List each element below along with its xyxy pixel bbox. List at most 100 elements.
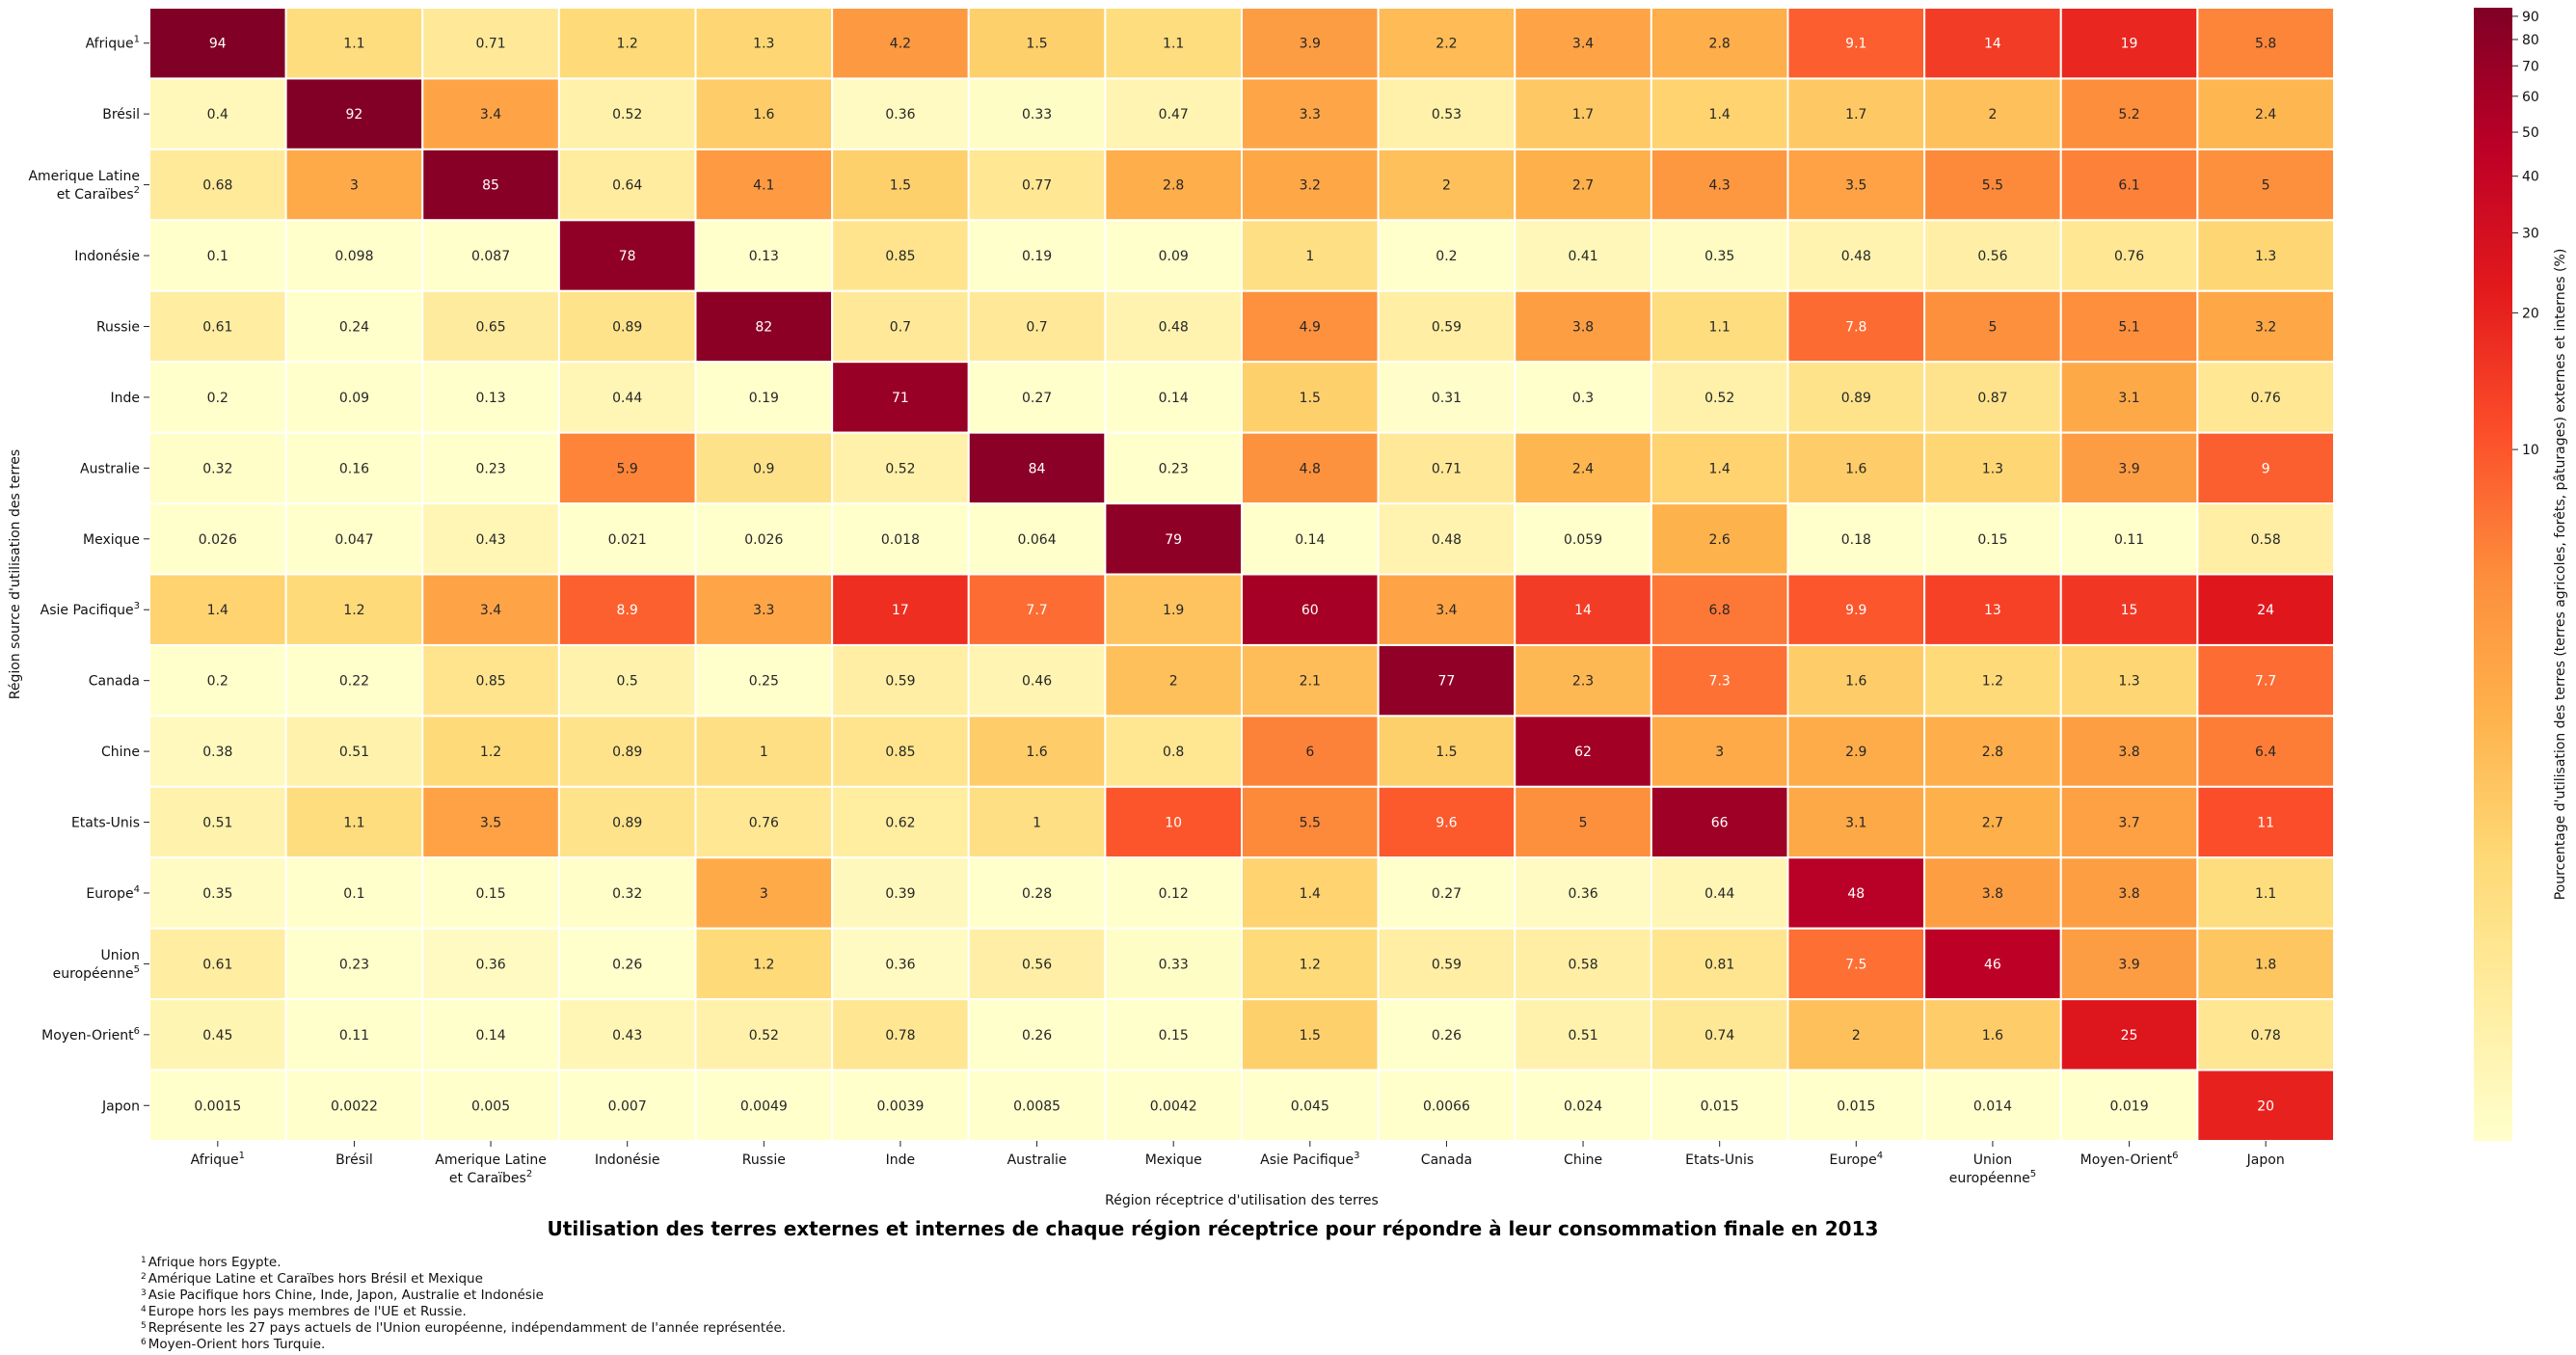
heatmap-cell [694, 148, 834, 222]
heatmap-cell [1241, 502, 1380, 576]
cell-value-label: 1 [760, 745, 768, 760]
cell-value-label: 4.9 [1300, 319, 1321, 335]
cell-value-label: 0.32 [202, 461, 232, 476]
cell-value-label: 3.9 [2118, 957, 2139, 972]
cell-value-label: 0.28 [1022, 886, 1052, 902]
heatmap-cell [421, 573, 560, 646]
heatmap-cell [1650, 998, 1789, 1071]
heatmap-cell [284, 927, 424, 1001]
cell-value-label: 3.2 [2255, 319, 2276, 335]
cell-value-label: 2.4 [2255, 107, 2276, 122]
heatmap-cell [421, 643, 560, 718]
cell-value-label: 24 [2257, 603, 2274, 618]
cell-value-label: 2 [1852, 1028, 1861, 1043]
heatmap-cell [1514, 1069, 1652, 1142]
colorbar-tick-label: 90 [2522, 10, 2539, 25]
cell-value-label: 1.4 [1300, 886, 1321, 902]
cell-value-label: 0.23 [475, 461, 505, 476]
cell-value-label: 3.8 [2118, 886, 2139, 902]
colorbar-tick-label: 20 [2522, 306, 2539, 321]
cell-value-label: 20 [2257, 1098, 2274, 1114]
colorbar-tick-label: 10 [2522, 443, 2539, 458]
cell-value-label: 92 [346, 107, 363, 122]
cell-value-label: 10 [1165, 816, 1182, 831]
cell-value-label: 1.6 [753, 107, 774, 122]
cell-value-label: 0.27 [1022, 391, 1052, 406]
cell-value-label: 5.2 [2118, 107, 2139, 122]
cell-value-label: 48 [1847, 886, 1865, 902]
cell-value-label: 0.43 [612, 1028, 642, 1043]
cell-value-label: 0.22 [339, 674, 369, 690]
heatmap-cell [831, 219, 970, 292]
cell-value-label: 3.5 [1845, 178, 1866, 194]
heatmap-cell [1377, 998, 1516, 1071]
column-tick-label: Moyen-Orient6 [2080, 1151, 2179, 1168]
cell-value-label: 0.1 [343, 886, 364, 902]
heatmap-cell [1514, 431, 1652, 505]
row-tick-label: Europe4 [86, 884, 140, 902]
colorbar-tick-label: 30 [2522, 226, 2539, 241]
cell-value-label: 0.51 [339, 745, 369, 760]
cell-value-label: 9 [2262, 461, 2270, 476]
cell-value-label: 0.36 [885, 107, 915, 122]
cell-value-label: 0.74 [1704, 1028, 1734, 1043]
heatmap-cell [1377, 927, 1516, 1001]
footnote-4: 4 Europe hors les pays membres de l'UE et… [141, 1304, 467, 1319]
cell-value-label: 0.53 [1432, 107, 1462, 122]
heatmap-cell [1104, 431, 1243, 505]
cell-value-label: 3.3 [1300, 107, 1321, 122]
heatmap-cell [1104, 927, 1243, 1001]
cell-value-label: 0.51 [202, 816, 232, 831]
cell-value-label: 1.1 [343, 37, 364, 52]
cell-value-label: 7.5 [1845, 957, 1866, 972]
cell-value-label: 0.2 [207, 391, 228, 406]
cell-value-label: 4.8 [1300, 461, 1321, 476]
cell-value-label: 79 [1165, 532, 1182, 548]
cell-value-label: 9.1 [1845, 37, 1866, 52]
heatmap-cell [557, 289, 697, 364]
cell-value-label: 0.12 [1159, 886, 1189, 902]
heatmap-cell [1650, 502, 1789, 576]
heatmap-cell [1786, 289, 1926, 364]
heatmap-cell [421, 927, 560, 1001]
cell-value-label: 5.5 [1300, 816, 1321, 831]
cell-value-label: 0.2 [1436, 249, 1457, 264]
heatmap-cell [2196, 643, 2335, 718]
cell-value-label: 0.0039 [876, 1098, 924, 1114]
heatmap-cell [2196, 1069, 2335, 1142]
cell-value-label: 0.064 [1018, 532, 1057, 548]
cell-value-label: 0.62 [885, 816, 915, 831]
heatmap-cell [1241, 361, 1380, 434]
heatmap-cell [421, 785, 560, 859]
heatmap-cell [284, 785, 424, 859]
column-tick-label: Inde [886, 1152, 916, 1168]
cell-value-label: 11 [2257, 816, 2274, 831]
cell-value-label: 0.48 [1159, 319, 1189, 335]
cell-value-label: 0.71 [475, 37, 505, 52]
heatmap-cell [831, 289, 970, 364]
cell-value-label: 0.71 [1432, 461, 1462, 476]
cell-value-label: 0.33 [1022, 107, 1052, 122]
cell-value-label: 6.1 [2118, 178, 2139, 194]
heatmap-cell [1104, 289, 1243, 364]
heatmap-cell [1104, 998, 1243, 1071]
cell-value-label: 0.44 [612, 391, 642, 406]
cell-value-label: 0.76 [749, 816, 779, 831]
heatmap-cell [557, 856, 697, 930]
cell-value-label: 0.13 [475, 391, 505, 406]
heatmap-cell [1923, 927, 2062, 1001]
cell-value-label: 1.3 [2255, 249, 2276, 264]
cell-value-label: 2.7 [1572, 178, 1594, 194]
cell-value-label: 2.4 [1572, 461, 1594, 476]
cell-value-label: 78 [619, 249, 636, 264]
heatmap-cell [1650, 77, 1789, 150]
cell-value-label: 0.005 [471, 1098, 510, 1114]
cell-value-label: 3.9 [1300, 37, 1321, 52]
heatmap-cell [694, 998, 834, 1071]
heatmap-cell [1786, 148, 1926, 222]
cell-value-label: 3 [1715, 745, 1724, 760]
cell-value-label: 0.0085 [1013, 1098, 1060, 1114]
heatmap-cell [967, 1069, 1107, 1142]
cell-value-label: 0.36 [1568, 886, 1597, 902]
column-tick-label: Amerique Latine et Caraïbes2 [435, 1152, 547, 1186]
